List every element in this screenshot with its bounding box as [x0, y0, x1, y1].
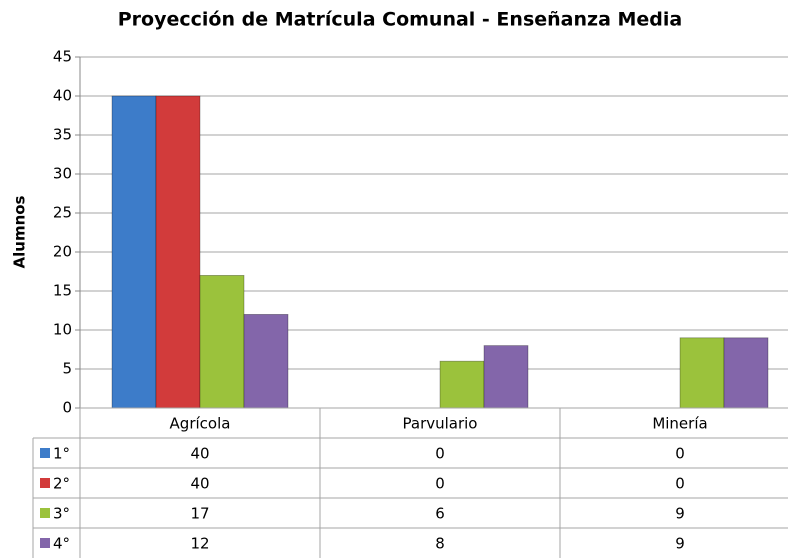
y-tick-label: 45	[53, 48, 72, 66]
x-tick-label: Parvulario	[403, 415, 478, 433]
y-tick-label: 25	[53, 204, 72, 222]
x-tick-label: Agrícola	[170, 415, 231, 433]
bar	[439, 360, 485, 409]
x-tick-label: Minería	[652, 415, 707, 433]
table-value: 8	[435, 535, 445, 553]
y-tick-label: 5	[62, 360, 72, 378]
legend-label: 4°	[53, 535, 70, 553]
legend-label: 3°	[53, 505, 70, 523]
legend-swatch	[40, 508, 50, 518]
y-tick-label: 15	[53, 282, 72, 300]
legend-swatch	[40, 538, 50, 548]
table-value: 17	[190, 505, 209, 523]
bar	[155, 95, 201, 409]
table-value: 6	[435, 505, 445, 523]
bar	[111, 95, 157, 409]
y-tick-label: 30	[53, 165, 72, 183]
bar	[723, 337, 769, 409]
table-value: 40	[190, 445, 209, 463]
table-value: 0	[675, 445, 685, 463]
table-value: 0	[435, 475, 445, 493]
bar	[243, 313, 289, 409]
chart-title: Proyección de Matrícula Comunal - Enseña…	[118, 9, 682, 31]
bar	[199, 274, 245, 409]
y-axis-label: Alumnos	[11, 195, 29, 268]
table-value: 12	[190, 535, 209, 553]
legend-label: 2°	[53, 475, 70, 493]
table-value: 0	[675, 475, 685, 493]
bar	[679, 337, 725, 409]
legend-label: 1°	[53, 445, 70, 463]
legend-swatch	[40, 448, 50, 458]
bar	[483, 345, 529, 409]
y-tick-label: 10	[53, 321, 72, 339]
table-value: 40	[190, 475, 209, 493]
y-tick-label: 0	[62, 399, 72, 417]
table-value: 9	[675, 505, 685, 523]
table-value: 0	[435, 445, 445, 463]
y-tick-label: 40	[53, 87, 72, 105]
table-value: 9	[675, 535, 685, 553]
y-tick-label: 20	[53, 243, 72, 261]
y-tick-label: 35	[53, 126, 72, 144]
legend-swatch	[40, 478, 50, 488]
